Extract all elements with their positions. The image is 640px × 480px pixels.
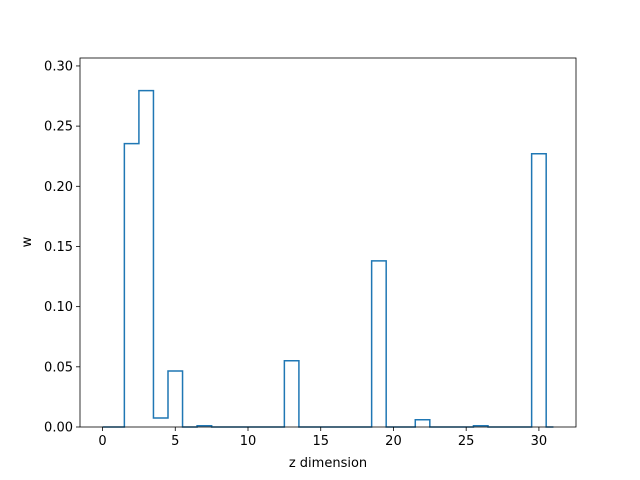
y-axis-ticks: 0.00 0.05 0.10 0.15 0.20 0.25 0.30	[44, 59, 80, 436]
y-tick-label: 0.00	[44, 421, 73, 436]
x-tick-label: 5	[171, 434, 179, 449]
x-tick-label: 25	[458, 434, 475, 449]
x-axis-ticks: 0 5 10 15 20 25 30	[98, 427, 547, 449]
x-axis-label: z dimension	[289, 456, 367, 471]
plot-area	[79, 57, 577, 428]
axes-frame	[79, 57, 577, 428]
y-tick-label: 0.05	[44, 360, 73, 375]
y-tick-label: 0.30	[44, 59, 73, 74]
x-tick-label: 20	[385, 434, 402, 449]
x-tick-label: 0	[98, 434, 106, 449]
y-tick-label: 0.20	[44, 180, 73, 195]
y-tick-label: 0.15	[44, 240, 73, 255]
y-tick-label: 0.25	[44, 120, 73, 135]
x-tick-label: 15	[312, 434, 329, 449]
y-tick-label: 0.10	[44, 300, 73, 315]
x-tick-label: 10	[240, 434, 257, 449]
x-tick-label: 30	[531, 434, 548, 449]
y-axis-label: w	[20, 236, 35, 247]
step-series-line	[102, 89, 554, 428]
